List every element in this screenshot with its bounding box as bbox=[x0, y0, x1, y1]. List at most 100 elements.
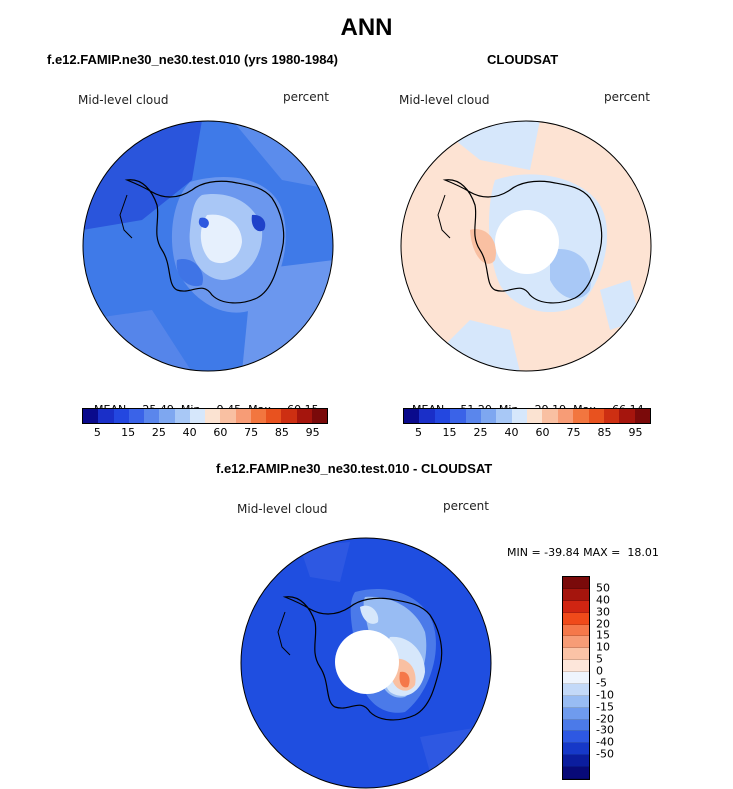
colorbar-swatch bbox=[235, 409, 251, 423]
colorbar-swatch bbox=[563, 683, 589, 696]
colorbar-swatch bbox=[563, 600, 589, 613]
colorbar-tick-label: -40 bbox=[596, 735, 614, 749]
colorbar-tick-label: 75 bbox=[566, 426, 581, 439]
panel-3-colorbar bbox=[562, 576, 590, 780]
colorbar-swatch bbox=[511, 409, 527, 423]
colorbar-tick-label: 25 bbox=[473, 426, 488, 439]
panel-2-variable-label: Mid-level cloud bbox=[399, 93, 490, 107]
colorbar-tick-label: 95 bbox=[628, 426, 643, 439]
panel-3-title: f.e12.FAMIP.ne30_ne30.test.010 - CLOUDSA… bbox=[216, 461, 493, 476]
colorbar-swatch bbox=[563, 624, 589, 637]
colorbar-swatch bbox=[603, 409, 620, 423]
colorbar-tick-label: 40 bbox=[596, 593, 610, 607]
colorbar-swatch bbox=[450, 409, 466, 423]
panel-2-units-label: percent bbox=[604, 90, 650, 104]
colorbar-swatch bbox=[527, 409, 543, 423]
colorbar-swatch bbox=[404, 409, 420, 423]
colorbar-tick-label: 85 bbox=[274, 426, 289, 439]
colorbar-tick-label: 75 bbox=[244, 426, 259, 439]
colorbar-tick-label: 60 bbox=[535, 426, 550, 439]
panel-1-units-label: percent bbox=[283, 90, 329, 104]
colorbar-swatch bbox=[465, 409, 481, 423]
colorbar-swatch bbox=[563, 588, 589, 601]
colorbar-swatch bbox=[573, 409, 589, 423]
colorbar-swatch bbox=[311, 409, 327, 423]
colorbar-tick-label: 5 bbox=[415, 426, 422, 439]
panel-3-variable-label: Mid-level cloud bbox=[237, 502, 328, 516]
colorbar-tick-label: -30 bbox=[596, 723, 614, 737]
panel-2-map bbox=[400, 120, 652, 372]
colorbar-swatch bbox=[98, 409, 114, 423]
colorbar-swatch bbox=[113, 409, 129, 423]
colorbar-swatch bbox=[563, 672, 589, 684]
colorbar-swatch bbox=[557, 409, 574, 423]
colorbar-swatch bbox=[563, 719, 589, 732]
panel-1-title: f.e12.FAMIP.ne30_ne30.test.010 (yrs 1980… bbox=[47, 52, 338, 67]
colorbar-tick-label: -5 bbox=[596, 676, 607, 690]
colorbar-tick-label: 0 bbox=[596, 664, 603, 678]
colorbar-swatch bbox=[296, 409, 312, 423]
colorbar-tick-label: 20 bbox=[596, 617, 610, 631]
colorbar-swatch bbox=[128, 409, 144, 423]
panel-3-units-label: percent bbox=[443, 499, 489, 513]
panel-3-colorbar-ticks: 50 40 30 20 15 10 5 0 -5 -10 -15 -20 -30 -40 -50 bbox=[596, 576, 636, 778]
colorbar-swatch bbox=[205, 409, 221, 423]
colorbar-tick-label: -15 bbox=[596, 700, 614, 714]
colorbar-swatch bbox=[159, 409, 175, 423]
colorbar-tick-label: 15 bbox=[596, 628, 610, 642]
colorbar-tick-label: 60 bbox=[213, 426, 228, 439]
colorbar-swatch bbox=[588, 409, 604, 423]
colorbar-tick-label: 40 bbox=[182, 426, 197, 439]
colorbar-swatch bbox=[563, 707, 589, 720]
panel-1-map bbox=[82, 120, 334, 372]
colorbar-swatch bbox=[250, 409, 266, 423]
colorbar-swatch bbox=[496, 409, 512, 423]
colorbar-swatch bbox=[563, 695, 589, 708]
colorbar-swatch bbox=[266, 409, 282, 423]
colorbar-tick-label: 40 bbox=[504, 426, 519, 439]
colorbar-swatch bbox=[434, 409, 451, 423]
colorbar-tick-label: 25 bbox=[151, 426, 166, 439]
colorbar-tick-label: 15 bbox=[442, 426, 457, 439]
colorbar-swatch bbox=[563, 648, 589, 661]
colorbar-swatch bbox=[563, 767, 589, 779]
panel-1-variable-label: Mid-level cloud bbox=[78, 93, 169, 107]
colorbar-tick-label: 50 bbox=[596, 581, 610, 595]
colorbar-swatch bbox=[83, 409, 99, 423]
panel-1-colorbar-ticks: 5 15 25 40 60 75 85 95 bbox=[82, 426, 328, 440]
panel-1-colorbar bbox=[82, 408, 328, 424]
colorbar-tick-label: -10 bbox=[596, 688, 614, 702]
colorbar-swatch bbox=[189, 409, 205, 423]
colorbar-swatch bbox=[563, 743, 589, 756]
colorbar-swatch bbox=[563, 755, 589, 767]
colorbar-tick-label: 5 bbox=[93, 426, 101, 439]
panel-2-colorbar bbox=[403, 408, 651, 424]
panel-3-map bbox=[240, 537, 492, 789]
colorbar-swatch bbox=[419, 409, 435, 423]
colorbar-tick-label: 10 bbox=[596, 640, 610, 654]
colorbar-tick-label: 95 bbox=[305, 426, 320, 439]
colorbar-swatch bbox=[563, 577, 589, 589]
colorbar-tick-label: 5 bbox=[596, 652, 603, 666]
colorbar-swatch bbox=[563, 636, 589, 649]
panel-3-minmax: MIN = -39.84 MAX = 18.01 bbox=[507, 546, 659, 559]
colorbar-swatch bbox=[281, 409, 297, 423]
colorbar-swatch bbox=[542, 409, 558, 423]
colorbar-swatch bbox=[220, 409, 236, 423]
colorbar-swatch bbox=[634, 409, 650, 423]
main-title: ANN bbox=[340, 14, 393, 41]
colorbar-tick-label: 30 bbox=[596, 605, 610, 619]
colorbar-tick-label: 15 bbox=[121, 426, 136, 439]
colorbar-swatch bbox=[563, 612, 589, 625]
colorbar-tick-label: -50 bbox=[596, 747, 614, 761]
panel-2-colorbar-ticks: 5 15 25 40 60 75 85 95 bbox=[403, 426, 651, 440]
colorbar-swatch bbox=[563, 660, 589, 672]
colorbar-swatch bbox=[563, 731, 589, 744]
colorbar-tick-label: 85 bbox=[597, 426, 612, 439]
panel-2-title: CLOUDSAT bbox=[487, 52, 559, 67]
colorbar-swatch bbox=[480, 409, 497, 423]
colorbar-swatch bbox=[174, 409, 190, 423]
colorbar-swatch bbox=[619, 409, 635, 423]
colorbar-swatch bbox=[144, 409, 160, 423]
colorbar-tick-label: -20 bbox=[596, 712, 614, 726]
